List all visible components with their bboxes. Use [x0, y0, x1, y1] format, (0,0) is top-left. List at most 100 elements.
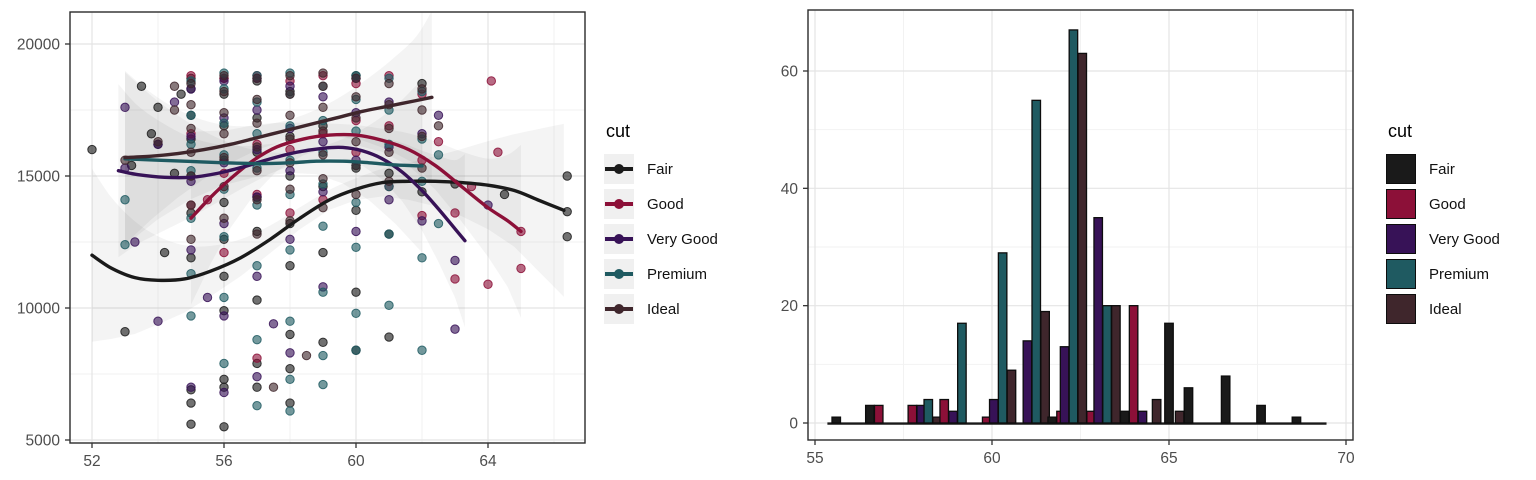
legend-key-swatch-icon — [1386, 224, 1416, 254]
confidence-ribbon — [92, 123, 564, 342]
scatter-point-ideal — [219, 129, 229, 139]
scatter-point-ideal — [252, 118, 262, 128]
bar-ideal — [1111, 305, 1121, 424]
scatter-point-fair — [146, 129, 157, 139]
scatter-point-very-good — [285, 166, 295, 176]
scatter-point-premium — [120, 195, 130, 205]
bar-fair — [1047, 416, 1058, 424]
bar-very-good — [948, 410, 958, 424]
scatter-point-very-good — [252, 271, 262, 282]
y-tick-label: 20000 — [17, 37, 60, 54]
bar-fair — [1291, 416, 1302, 424]
scatter-point-ideal — [417, 105, 427, 115]
legend-key-line-point-icon — [604, 189, 634, 219]
scatter-point-ideal — [384, 123, 394, 134]
scatter-point-premium — [186, 110, 196, 120]
legend-title: cut — [1388, 121, 1413, 141]
legend-label: Premium — [647, 265, 708, 283]
x-tick-label: 56 — [215, 453, 232, 470]
scatter-point-very-good — [169, 97, 180, 107]
legend-key-swatch-icon — [1386, 294, 1416, 324]
legend-items: Fair Good Very Good Premium Ideal — [604, 154, 754, 324]
scatter-point-fair — [318, 247, 328, 258]
scatter-point-fair — [252, 382, 262, 392]
scatter-point-premium — [219, 118, 229, 128]
legend-point-icon — [614, 269, 624, 279]
scatter-point-fair — [219, 271, 229, 282]
scatter-point-fair — [219, 422, 229, 432]
legend-item-good: Good — [604, 189, 754, 219]
scatter-point-ideal — [351, 73, 361, 84]
scatter-point-very-good — [268, 319, 279, 329]
legend-label: Ideal — [1429, 300, 1462, 318]
bar-premium — [997, 252, 1008, 424]
scatter-point-premium — [417, 345, 427, 355]
scatter-point-ideal — [285, 110, 295, 120]
scatter-point-very-good — [219, 387, 229, 398]
scatter-point-very-good — [153, 316, 163, 326]
bar-good — [873, 404, 884, 424]
scatter-point-fair — [562, 171, 572, 181]
scatter-point-premium — [433, 218, 444, 229]
scatter-point-very-good — [318, 92, 328, 102]
scatter-point-ideal — [285, 89, 295, 99]
scatter-point-premium — [120, 239, 130, 250]
scatter-point-very-good — [202, 292, 213, 303]
panel-border — [69, 11, 586, 444]
bar-layers — [827, 29, 1327, 425]
bar-ideal — [1077, 52, 1088, 424]
scatter-point-ideal — [351, 92, 361, 102]
bar-fair — [1183, 387, 1194, 424]
legend-point-icon — [614, 234, 624, 244]
scatter-point-ideal — [186, 78, 196, 89]
scatter-point-very-good — [219, 311, 229, 321]
scatter-point-very-good — [285, 234, 295, 245]
scatter-point-fair — [252, 295, 262, 305]
scatter-point-ideal — [219, 152, 229, 163]
legend-item-fair: Fair — [1386, 154, 1536, 184]
scatter-point-fair — [120, 327, 130, 337]
bar-good — [939, 398, 950, 424]
legend-label: Good — [647, 195, 684, 213]
scatter-point-ideal — [318, 68, 328, 78]
y-tick-label: 0 — [789, 416, 798, 433]
scatter-point-good — [483, 279, 493, 289]
scatter-point-ideal — [384, 147, 394, 157]
scatter-point-premium — [252, 261, 262, 271]
bar-fair — [1220, 375, 1231, 424]
bar-ideal — [1006, 369, 1017, 424]
scatter-point-ideal — [153, 136, 163, 147]
legend-key-line-point-icon — [604, 154, 634, 184]
scatter-point-good — [219, 247, 229, 258]
y-tick-label: 40 — [781, 181, 799, 198]
legend-key-swatch-icon — [1386, 189, 1416, 219]
scatter-point-premium — [285, 406, 295, 416]
x-tick-label: 70 — [1337, 450, 1355, 467]
smooth-line-ideal — [123, 95, 434, 160]
scatter-point-very-good — [252, 371, 262, 382]
scatter-point-fair — [285, 261, 295, 271]
bar-fair — [1164, 322, 1174, 424]
scatter-point-premium — [433, 150, 444, 160]
histogram-plot: 55 60 65 70 0 20 40 60 — [781, 9, 1355, 467]
scatter-point-fair — [176, 89, 186, 99]
legend-item-fair: Fair — [604, 154, 754, 184]
scatter-point-fair — [186, 419, 196, 429]
scatter-point-premium — [351, 242, 361, 252]
bar-ideal — [1151, 398, 1162, 424]
y-tick-label: 5000 — [26, 433, 61, 450]
legend-point-icon — [614, 164, 624, 174]
smooth-line-very-good — [116, 145, 467, 243]
legend-label: Very Good — [1429, 230, 1500, 248]
legend-items: Fair Good Very Good Premium Ideal — [1386, 154, 1536, 324]
scatter-point-very-good — [318, 136, 328, 147]
confidence-ribbon — [118, 84, 465, 328]
scatter-point-very-good — [318, 187, 328, 197]
scatter-point-very-good — [120, 102, 130, 113]
scatter-point-very-good — [186, 382, 196, 392]
scatter-point-ideal — [252, 195, 262, 205]
legend-label: Fair — [1429, 160, 1455, 178]
legend-item-very-good: Very Good — [1386, 224, 1536, 254]
